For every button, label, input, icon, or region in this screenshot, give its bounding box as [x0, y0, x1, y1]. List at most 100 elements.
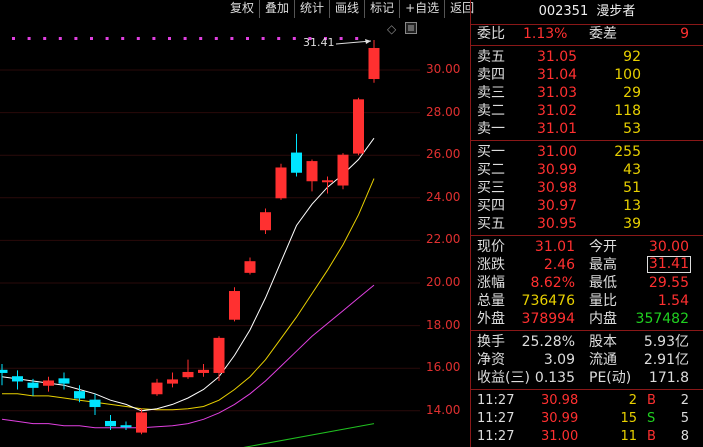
sell-price: 31.02 — [537, 103, 578, 119]
candle-body — [58, 378, 70, 384]
candle-body — [291, 152, 302, 173]
eps-label: 收益(三) — [477, 370, 530, 386]
reference-dot — [105, 37, 109, 40]
add-watchlist-button[interactable]: +自选 — [399, 0, 444, 18]
candle-body — [322, 180, 333, 183]
tick-trades: 11:27 30.98 2 B 2 11:27 30.99 15 S 5 11:… — [471, 392, 703, 446]
buy-price: 30.98 — [537, 180, 578, 196]
candle-body — [43, 380, 54, 386]
candle-body — [368, 47, 380, 80]
candle-body — [151, 382, 163, 395]
quote-panel: 002351 漫步者 委比 1.13% 委差 9 卖五 31.05 92 卖四 … — [471, 0, 703, 447]
window-toggle-icon[interactable] — [405, 22, 417, 34]
candle-body — [167, 379, 178, 384]
pe-label: PE(动) — [589, 370, 632, 386]
buy-level-label: 买二 — [477, 162, 505, 178]
price-axis-label: 20.00 — [426, 275, 461, 289]
reference-dot — [292, 37, 296, 40]
candle-body — [306, 161, 318, 182]
stats-row: 换手 25.28% 股本 5.93亿 — [471, 333, 703, 351]
trade-time: 11:27 — [477, 393, 515, 408]
ma60-line — [243, 423, 375, 447]
draw-line-button[interactable]: 画线 — [329, 0, 364, 18]
sell-price: 31.01 — [537, 121, 578, 137]
quote-row: 涨跌 2.46 最高 31.41 — [471, 256, 703, 274]
low-value: 29.55 — [648, 275, 689, 291]
buy-row[interactable]: 买二 30.99 43 — [471, 161, 703, 179]
turnover-label: 换手 — [477, 334, 505, 350]
price-axis-label: 16.00 — [426, 360, 461, 375]
reference-dot — [74, 37, 78, 40]
reference-dot — [230, 37, 234, 40]
share-capital-label: 股本 — [589, 334, 617, 350]
buy-row[interactable]: 买一 31.00 255 — [471, 143, 703, 161]
sell-volume: 53 — [623, 121, 641, 137]
commission-ratio-value: 1.13% — [523, 26, 568, 42]
kline-chart[interactable]: 复权 叠加 统计 画线 标记 +自选 返回 ◇ 31.41 30.00 28.0… — [0, 0, 474, 447]
float-shares-value: 2.91亿 — [643, 352, 689, 368]
trade-row: 11:27 31.00 11 B 8 — [471, 428, 703, 446]
buy-price: 30.99 — [537, 162, 578, 178]
buy-row[interactable]: 买四 30.97 13 — [471, 197, 703, 215]
buy-row[interactable]: 买五 30.95 39 — [471, 215, 703, 233]
sell-row[interactable]: 卖五 31.05 92 — [471, 48, 703, 66]
reference-dot — [90, 37, 93, 40]
sell-row[interactable]: 卖三 31.03 29 — [471, 84, 703, 102]
reference-dot — [168, 37, 171, 40]
trade-time: 11:27 — [477, 411, 515, 426]
sell-price: 31.04 — [537, 67, 578, 83]
sell-row[interactable]: 卖二 31.02 118 — [471, 102, 703, 120]
buy-price: 31.00 — [537, 144, 578, 160]
share-capital-value: 5.93亿 — [643, 334, 689, 350]
divider — [471, 389, 703, 390]
high-arrow-head — [365, 38, 371, 44]
ma20-line — [1, 284, 375, 429]
overlay-button[interactable]: 叠加 — [259, 0, 294, 18]
stats-block: 换手 25.28% 股本 5.93亿 净资 3.09 流通 2.91亿 收益(三… — [471, 333, 703, 387]
open-label: 今开 — [589, 239, 617, 255]
trade-side: S — [647, 411, 656, 426]
chart-toolbar: 复权 叠加 统计 画线 标记 +自选 返回 — [225, 0, 479, 18]
candle-body — [213, 337, 225, 373]
trade-volume: 2 — [628, 393, 637, 408]
commission-diff-value: 9 — [680, 26, 689, 42]
diamond-icon[interactable]: ◇ — [387, 22, 397, 36]
high-value: 31.41 — [646, 256, 691, 273]
sell-level-label: 卖四 — [477, 67, 505, 83]
mark-button[interactable]: 标记 — [364, 0, 399, 18]
reference-dot — [12, 37, 15, 40]
buy-level-label: 买三 — [477, 180, 505, 196]
candle-body — [229, 291, 240, 320]
high-label: 最高 — [589, 257, 617, 273]
reference-dot — [152, 37, 156, 40]
sell-row[interactable]: 卖四 31.04 100 — [471, 66, 703, 84]
stock-title: 002351 漫步者 — [471, 0, 703, 25]
candle-body — [27, 382, 39, 388]
sell-volume: 118 — [614, 103, 641, 119]
volume-ratio-value: 1.54 — [657, 293, 689, 309]
sell-volume: 29 — [623, 85, 641, 101]
change-pct-value: 8.62% — [530, 275, 575, 291]
candle-body — [353, 99, 364, 154]
trade-row: 11:27 30.99 15 S 5 — [471, 410, 703, 428]
candle-body — [260, 212, 271, 231]
buy-row[interactable]: 买三 30.98 51 — [471, 179, 703, 197]
trade-volume: 11 — [620, 429, 637, 444]
trade-side: B — [647, 393, 656, 408]
trade-volume: 15 — [620, 411, 637, 426]
sell-volume: 92 — [623, 49, 641, 65]
back-button[interactable]: 返回 — [444, 0, 479, 18]
restore-rights-button[interactable]: 复权 — [230, 1, 255, 15]
reference-dot — [199, 37, 203, 40]
divider — [471, 140, 703, 141]
candle-body — [74, 391, 85, 399]
sell-row[interactable]: 卖一 31.01 53 — [471, 120, 703, 138]
reference-dot — [261, 37, 265, 40]
candle-body — [182, 371, 194, 378]
buy-level-label: 买一 — [477, 144, 505, 160]
kline-svg[interactable] — [0, 0, 470, 447]
statistics-button[interactable]: 统计 — [294, 0, 329, 18]
quote-row: 外盘 378994 内盘 357482 — [471, 310, 703, 328]
trade-price: 31.00 — [541, 429, 579, 444]
sell-price: 31.03 — [537, 85, 578, 101]
